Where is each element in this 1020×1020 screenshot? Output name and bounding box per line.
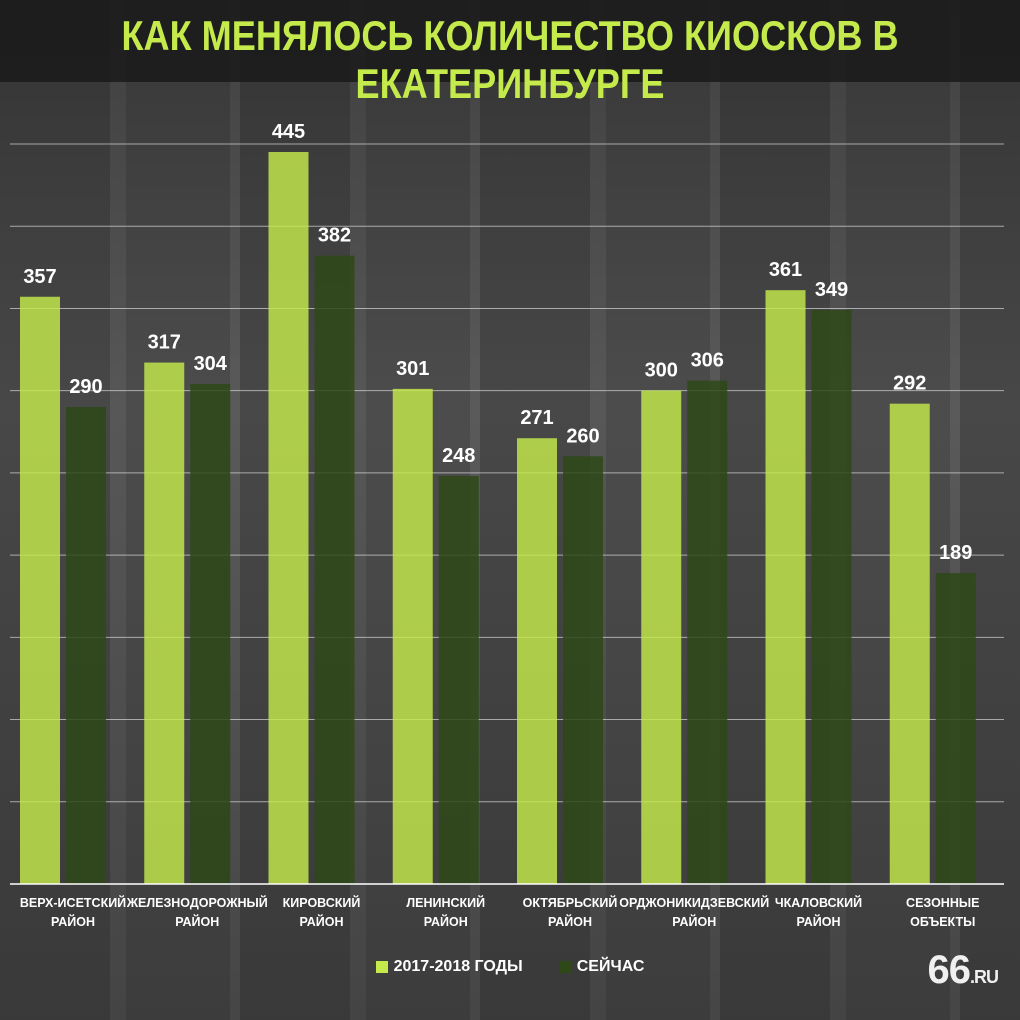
- category-label: ЛЕНИНСКИЙ: [406, 895, 485, 910]
- logo-number: 66: [927, 948, 971, 992]
- category-label: ЧКАЛОВСКИЙ: [775, 895, 862, 910]
- category-label: РАЙОН: [796, 914, 840, 929]
- category-label: ВЕРХ-ИСЕТСКИЙ: [20, 895, 126, 910]
- data-label-1: 357: [23, 266, 56, 288]
- data-label-1: 445: [272, 121, 305, 143]
- bar-1: [889, 403, 930, 884]
- category-label: РАЙОН: [424, 914, 468, 929]
- bar-2: [314, 255, 355, 884]
- legend-label-series-1: 2017-2018 ГОДЫ: [393, 958, 523, 975]
- bar-1: [765, 290, 806, 884]
- bar-1: [268, 152, 309, 884]
- category-label: РАЙОН: [51, 914, 95, 929]
- data-label-2: 260: [566, 425, 599, 447]
- data-label-1: 300: [645, 360, 678, 382]
- legend-label-series-2: СЕЙЧАС: [576, 958, 645, 975]
- legend-item-series-1: 2017-2018 ГОДЫ: [375, 958, 523, 976]
- legend: 2017-2018 ГОДЫ СЕЙЧАС: [0, 958, 1020, 976]
- data-label-2: 290: [69, 376, 102, 398]
- data-label-2: 189: [939, 542, 972, 564]
- site-logo: 66.RU: [927, 948, 1000, 993]
- bar-2: [438, 476, 479, 884]
- bar-1: [641, 390, 682, 884]
- bar-1: [392, 388, 433, 884]
- legend-swatch-series-1: [375, 961, 388, 973]
- category-label: РАЙОН: [175, 914, 219, 929]
- category-label: ОКТЯБРЬСКИЙ: [523, 895, 618, 910]
- category-label: РАЙОН: [548, 914, 592, 929]
- bar-2: [190, 383, 231, 884]
- category-label: РАЙОН: [299, 914, 343, 929]
- data-label-1: 361: [769, 259, 802, 281]
- data-label-2: 382: [318, 225, 351, 247]
- category-label: РАЙОН: [672, 914, 716, 929]
- bar-2: [66, 406, 106, 884]
- bar-2: [935, 573, 976, 884]
- bar-2: [563, 456, 603, 884]
- legend-swatch-series-2: [558, 961, 571, 973]
- data-label-2: 306: [691, 350, 724, 372]
- data-label-1: 271: [520, 407, 553, 429]
- data-label-2: 304: [194, 353, 228, 375]
- category-label: ОБЪЕКТЫ: [910, 915, 975, 929]
- bar-1: [517, 438, 557, 884]
- category-label: СЕЗОННЫЕ: [906, 896, 979, 910]
- category-label: КИРОВСКИЙ: [283, 895, 361, 910]
- bar-1: [144, 362, 185, 884]
- category-label: ОРДЖОНИКИДЗЕВСКИЙ: [619, 895, 769, 910]
- chart-title: КАК МЕНЯЛОСЬ КОЛИЧЕСТВО КИОСКОВ В ЕКАТЕР…: [121, 12, 899, 107]
- category-label: ЖЕЛЕЗНОДОРОЖНЫЙ: [126, 895, 268, 910]
- data-label-1: 301: [396, 358, 429, 380]
- bar-2: [687, 380, 728, 884]
- data-label-2: 248: [442, 445, 475, 467]
- legend-item-series-2: СЕЙЧАС: [558, 958, 645, 976]
- bar-2: [811, 309, 852, 884]
- data-label-1: 292: [893, 373, 926, 395]
- data-label-1: 317: [148, 332, 181, 354]
- data-label-2: 349: [815, 279, 848, 301]
- bar-1: [20, 296, 60, 884]
- title-band: [0, 0, 1020, 82]
- logo-suffix: .RU: [970, 967, 999, 987]
